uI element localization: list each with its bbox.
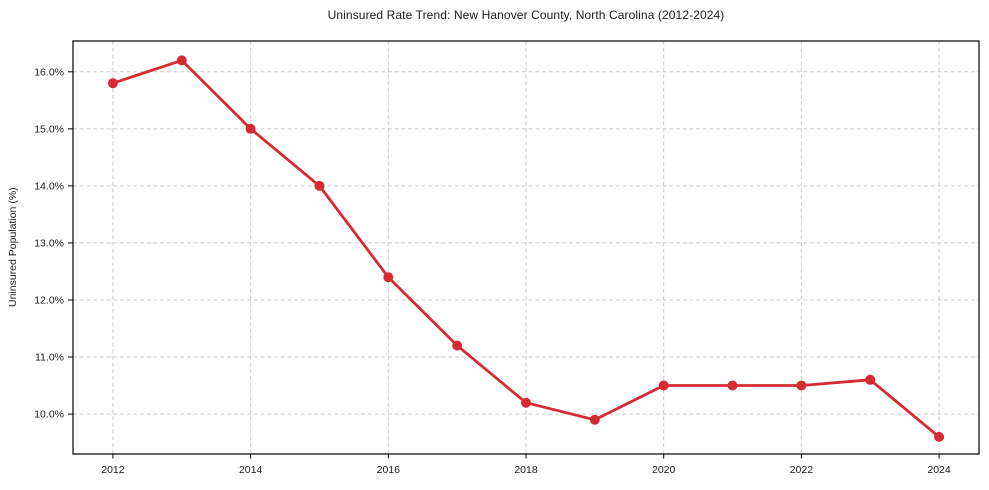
data-point (521, 397, 531, 408)
x-tick-label: 2014 (239, 464, 263, 476)
data-point (865, 374, 876, 385)
data-point (314, 180, 325, 191)
data-point (245, 123, 256, 134)
y-tick-label: 10.0% (34, 409, 64, 421)
y-tick-label: 12.0% (34, 295, 64, 307)
y-tick-label: 15.0% (34, 123, 64, 135)
x-tick-label: 2020 (652, 464, 676, 476)
x-tick-label: 2012 (101, 464, 125, 476)
data-point (452, 340, 463, 351)
data-point (934, 431, 945, 442)
data-point (383, 272, 394, 283)
y-tick-label: 16.0% (34, 66, 64, 78)
x-tick-label: 2016 (377, 464, 401, 476)
data-point (796, 380, 807, 391)
x-tick-label: 2022 (790, 464, 814, 476)
chart-title: Uninsured Rate Trend: New Hanover County… (327, 8, 725, 22)
x-tick-label: 2018 (514, 464, 538, 476)
x-tick-label: 2024 (927, 464, 951, 476)
data-point (176, 55, 187, 66)
data-point (658, 380, 669, 391)
y-tick-label: 14.0% (34, 180, 64, 192)
data-point (107, 78, 118, 89)
y-tick-label: 13.0% (34, 238, 64, 250)
data-point (589, 414, 600, 425)
y-tick-label: 11.0% (35, 352, 64, 364)
data-point (727, 380, 738, 391)
